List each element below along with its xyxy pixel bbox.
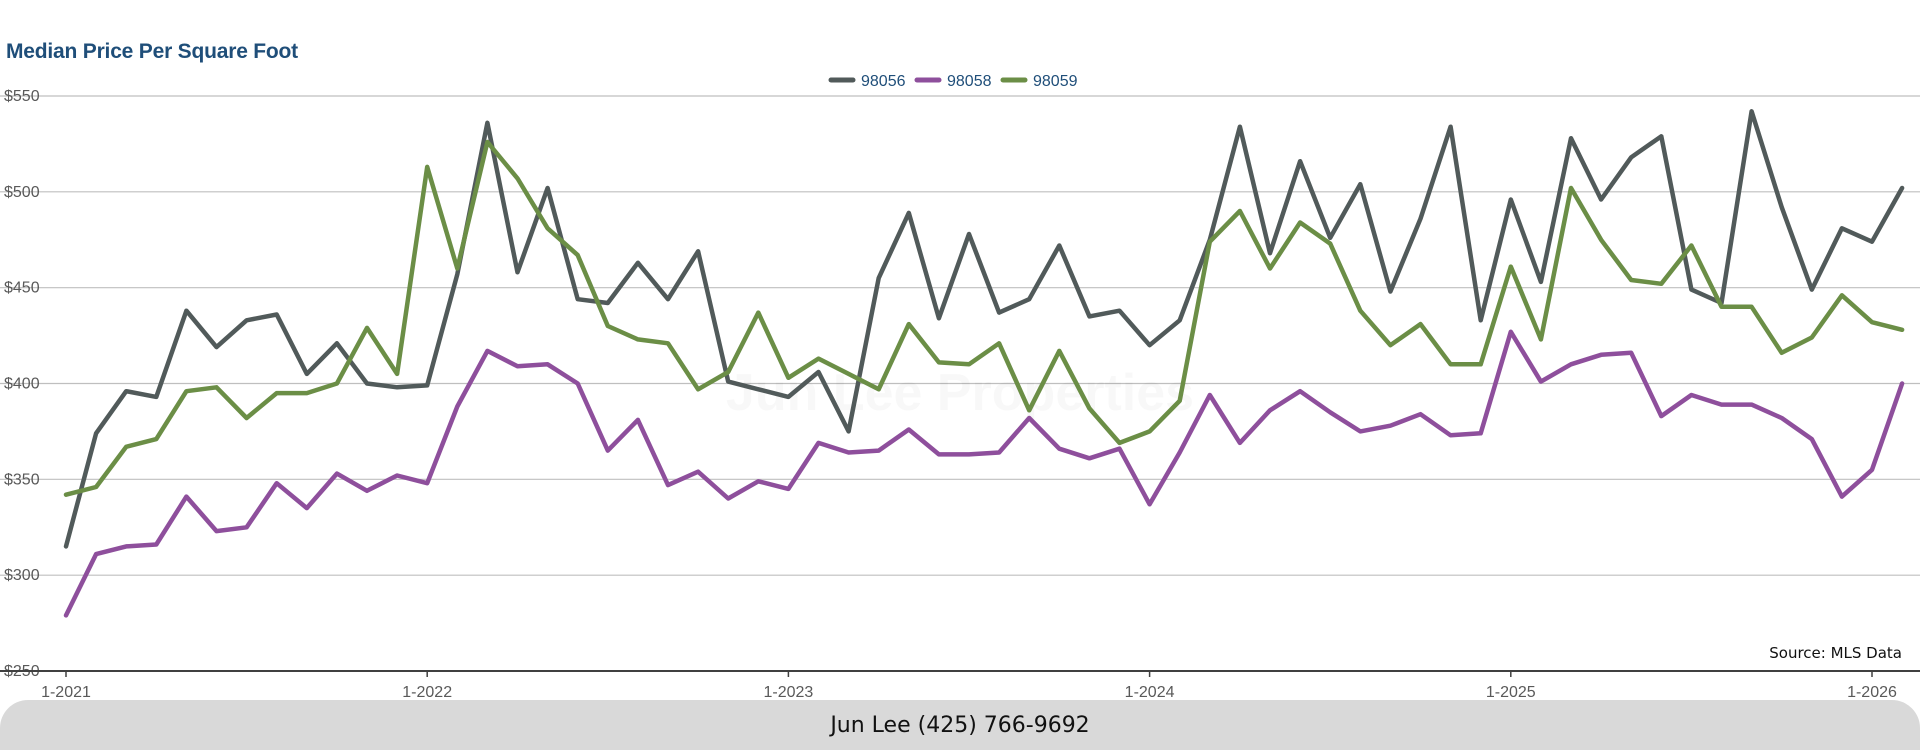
legend-label-98059: 98059 xyxy=(1033,73,1078,90)
x-tick-label: 1-2023 xyxy=(763,684,813,700)
gridlines xyxy=(0,95,1920,576)
y-tick-label: $300 xyxy=(4,567,40,584)
footer-contact: Jun Lee (425) 766-9692 xyxy=(830,712,1090,738)
y-tick-label: $500 xyxy=(4,184,40,201)
legend-label-98058: 98058 xyxy=(947,73,992,90)
y-tick-label: $450 xyxy=(4,280,40,297)
source-label: Source: MLS Data xyxy=(1769,644,1902,662)
x-tick-label: 1-2026 xyxy=(1847,684,1897,700)
y-tick-label: $400 xyxy=(4,376,40,393)
x-tick-label: 1-2021 xyxy=(41,684,91,700)
x-tick-label: 1-2025 xyxy=(1486,684,1536,700)
series-line-98056 xyxy=(63,109,1905,549)
x-tick-label: 1-2022 xyxy=(402,684,452,700)
x-tick-label: 1-2024 xyxy=(1125,684,1175,700)
footer-bar: Jun Lee (425) 766-9692 xyxy=(0,700,1920,750)
series-line-98059 xyxy=(63,139,1905,497)
chart-title: Median Price Per Square Foot xyxy=(6,40,298,63)
legend: 98056 98058 98059 xyxy=(828,73,1078,90)
y-tick-label: $350 xyxy=(4,471,40,488)
series-lines xyxy=(63,109,1905,618)
line-chart: Jun Lee Properties $250$300$350$400$450$… xyxy=(0,73,1920,700)
series-line-98058 xyxy=(63,329,1905,618)
legend-label-98056: 98056 xyxy=(861,73,906,90)
y-tick-label: $550 xyxy=(4,88,40,105)
